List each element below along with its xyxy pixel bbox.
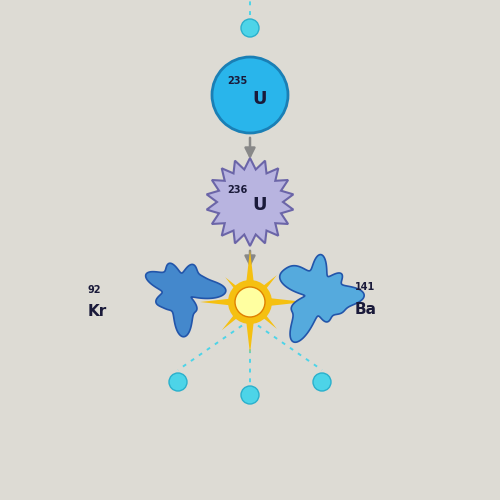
- Polygon shape: [200, 296, 250, 308]
- Circle shape: [169, 373, 187, 391]
- Text: 235: 235: [228, 76, 248, 86]
- Text: 141: 141: [355, 282, 375, 292]
- Circle shape: [241, 19, 259, 37]
- Polygon shape: [244, 250, 256, 302]
- Polygon shape: [146, 263, 226, 336]
- Circle shape: [313, 373, 331, 391]
- Polygon shape: [226, 278, 253, 305]
- Circle shape: [212, 57, 288, 133]
- Text: Kr: Kr: [88, 304, 107, 319]
- Circle shape: [241, 386, 259, 404]
- Text: Ba: Ba: [355, 302, 377, 317]
- Text: U: U: [252, 90, 266, 108]
- Polygon shape: [247, 299, 277, 329]
- Polygon shape: [280, 254, 364, 342]
- Text: U: U: [252, 196, 266, 214]
- Circle shape: [235, 287, 265, 317]
- Polygon shape: [206, 158, 294, 246]
- Text: 236: 236: [228, 185, 248, 195]
- Polygon shape: [250, 296, 305, 308]
- Text: 92: 92: [88, 285, 102, 295]
- Polygon shape: [244, 302, 256, 354]
- Polygon shape: [247, 275, 277, 305]
- Circle shape: [228, 280, 272, 324]
- Polygon shape: [222, 299, 253, 330]
